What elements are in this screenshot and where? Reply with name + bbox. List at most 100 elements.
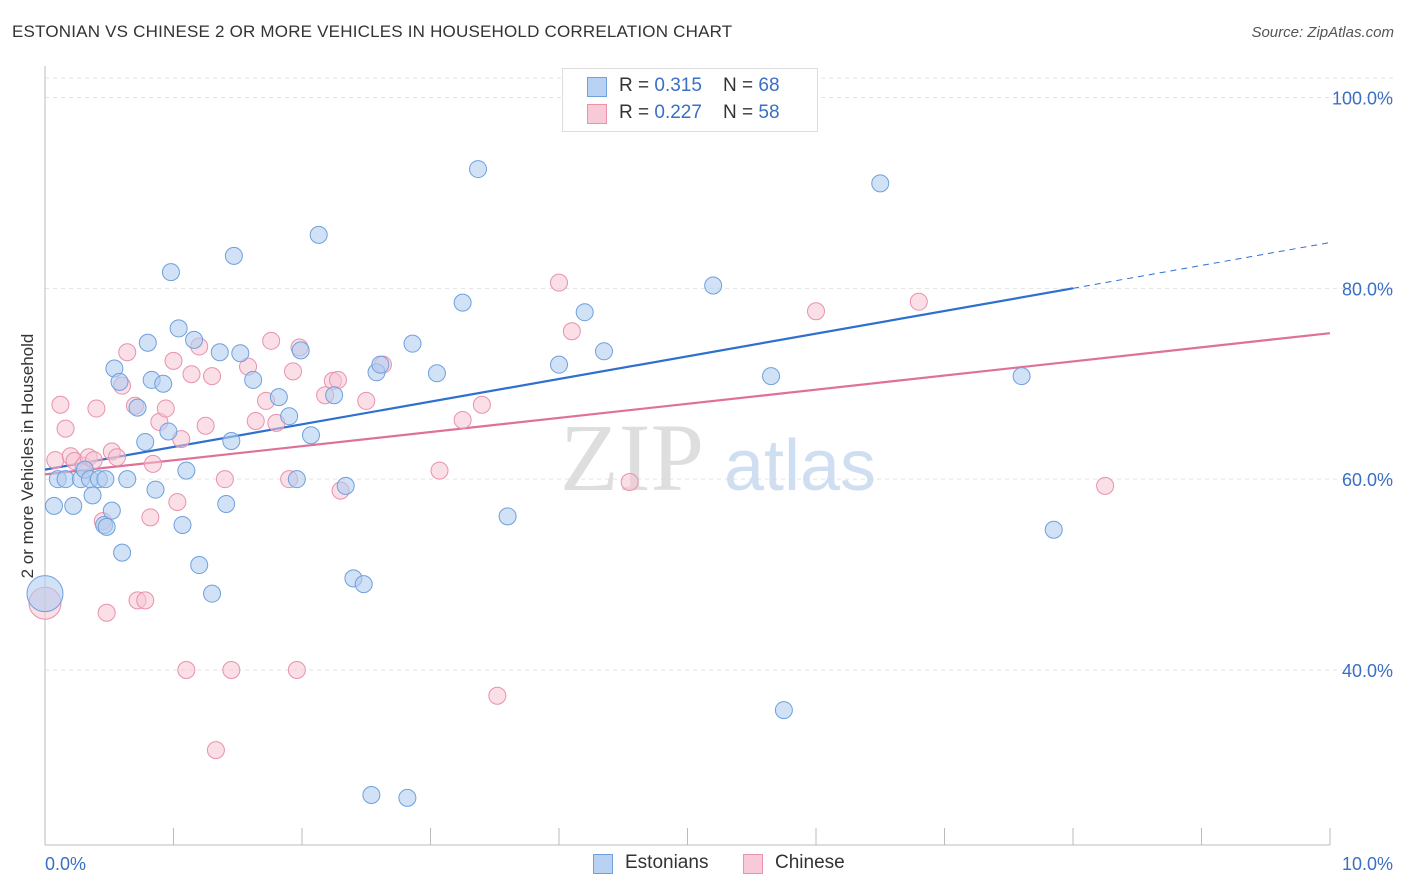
y-tick-label: 60.0% — [1342, 470, 1393, 490]
estonian-point — [1044, 520, 1063, 539]
chinese-point — [136, 591, 155, 610]
bottom-legend-swatch-chinese — [743, 854, 763, 874]
estonian-point — [102, 501, 121, 520]
y-tick-label: 80.0% — [1342, 279, 1393, 299]
estonian-point — [336, 476, 355, 495]
estonian-point — [224, 246, 243, 265]
y-tick-label: 100.0% — [1332, 89, 1393, 109]
estonian-point — [56, 470, 75, 489]
bottom-legend-label-chinese: Chinese — [775, 852, 845, 873]
estonian-point — [83, 486, 102, 505]
chinese-point — [222, 661, 241, 679]
chinese-point — [262, 331, 281, 350]
estonian-point — [498, 507, 517, 526]
estonian-point — [403, 334, 422, 353]
estonian-point — [159, 422, 178, 441]
estonian-point — [113, 543, 132, 562]
estonian-point — [217, 494, 236, 513]
chinese-point — [430, 461, 449, 480]
legend-r-label: R = — [619, 102, 655, 123]
estonian-trend-extension — [1072, 242, 1331, 289]
estonian-point — [427, 364, 446, 383]
estonian-point — [371, 355, 390, 374]
chinese-point — [215, 470, 234, 489]
estonian-point — [231, 344, 250, 363]
estonian-point — [398, 788, 417, 807]
chinese-point — [46, 451, 65, 470]
legend-n-label: N = — [723, 75, 759, 96]
estonian-point — [185, 330, 204, 349]
estonian-point — [161, 263, 180, 282]
chinese-point — [177, 661, 196, 679]
legend-r-label: R = — [619, 75, 655, 96]
chinese-point — [206, 741, 225, 760]
estonian-point — [154, 374, 173, 393]
estonian-point — [146, 480, 165, 499]
x-tick-label: 10.0% — [1342, 854, 1393, 874]
chart-title: ESTONIAN VS CHINESE 2 OR MORE VEHICLES I… — [12, 22, 733, 41]
estonian-point — [269, 388, 288, 407]
chinese-point — [562, 322, 581, 341]
estonian-point — [704, 276, 723, 295]
estonian-point — [169, 319, 188, 338]
chinese-point — [143, 454, 162, 473]
estonian-point — [774, 701, 793, 720]
estonian-point — [138, 333, 157, 352]
x-tick-label: 0.0% — [45, 854, 86, 874]
chinese-point — [182, 365, 201, 384]
legend-r-value: 0.227 — [654, 102, 702, 123]
chinese-point — [107, 448, 126, 467]
estonian-point — [97, 517, 116, 536]
estonian-point — [575, 303, 594, 322]
chinese-point — [472, 395, 491, 414]
estonian-point — [177, 461, 196, 480]
estonian-point — [354, 575, 373, 594]
correlation-legend: R = 0.315 N = 68 R = 0.227 N = 58 — [562, 68, 818, 132]
estonian-point — [309, 225, 328, 244]
chinese-point — [246, 411, 265, 430]
trend-lines — [44, 242, 1331, 476]
chinese-point — [203, 367, 222, 386]
estonian-point — [291, 341, 310, 360]
legend-swatch-chinese — [587, 104, 607, 124]
axes — [44, 66, 1331, 846]
chinese-point — [87, 399, 106, 418]
estonian-point — [64, 496, 83, 515]
chinese-point — [97, 603, 116, 622]
chinese-point — [141, 508, 160, 527]
estonian-point — [594, 342, 613, 361]
chinese-point — [550, 273, 568, 292]
chinese-point — [56, 419, 75, 438]
estonian-point — [325, 386, 344, 405]
chinese-points — [28, 273, 1115, 760]
chinese-point — [807, 302, 825, 321]
estonian-point — [287, 470, 306, 489]
chinese-point — [164, 351, 183, 370]
legend-stats-chinese: R = 0.227 N = 58 — [619, 102, 780, 124]
watermark-zip: ZIP — [560, 404, 704, 511]
estonian-point — [128, 398, 147, 417]
estonian-point — [26, 575, 64, 613]
estonian-point — [173, 515, 192, 534]
estonian-point — [453, 293, 472, 312]
chinese-point — [284, 362, 303, 381]
chinese-point — [196, 416, 215, 435]
estonian-point — [280, 407, 299, 426]
chinese-point — [1096, 476, 1115, 495]
chinese-point — [118, 343, 137, 362]
estonian-point — [1012, 367, 1031, 386]
legend-stats-estonians: R = 0.315 N = 68 — [619, 75, 780, 97]
estonian-point — [222, 432, 241, 450]
legend-swatch-estonians — [587, 77, 607, 97]
estonian-point — [203, 584, 222, 603]
chinese-trend-line — [44, 332, 1331, 476]
chinese-point — [328, 370, 347, 389]
chinese-point — [488, 686, 507, 705]
estonian-trend-line — [44, 287, 1074, 471]
bottom-legend-swatch-estonians — [593, 854, 613, 874]
chinese-point — [168, 493, 187, 512]
estonian-point — [96, 470, 115, 489]
estonian-point — [871, 174, 890, 193]
estonian-point — [362, 785, 381, 804]
